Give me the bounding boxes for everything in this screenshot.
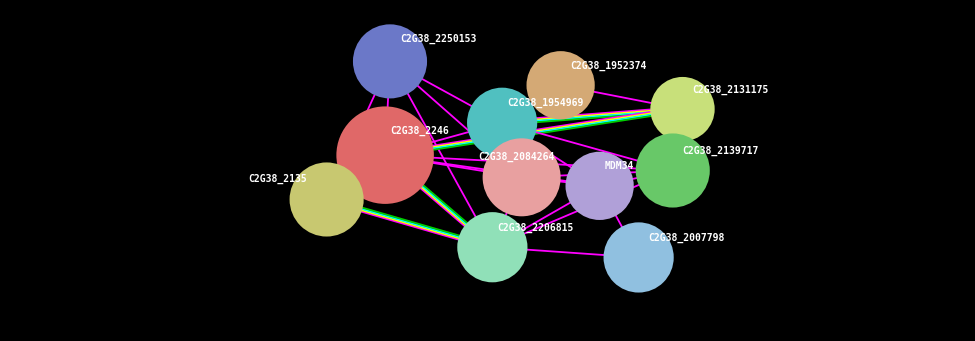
Text: C2G38_2139717: C2G38_2139717 bbox=[682, 146, 759, 156]
Ellipse shape bbox=[353, 24, 427, 99]
Ellipse shape bbox=[566, 152, 634, 220]
Text: C2G38_2246: C2G38_2246 bbox=[390, 126, 448, 136]
Text: C2G38_1954969: C2G38_1954969 bbox=[507, 98, 583, 108]
Text: C2G38_1952374: C2G38_1952374 bbox=[570, 60, 646, 71]
Ellipse shape bbox=[636, 133, 710, 208]
Text: C2G38_2007798: C2G38_2007798 bbox=[648, 233, 724, 243]
Text: C2G38_2250153: C2G38_2250153 bbox=[400, 34, 476, 44]
Text: C2G38_2084264: C2G38_2084264 bbox=[478, 152, 554, 162]
Ellipse shape bbox=[457, 212, 527, 282]
Text: MDM34: MDM34 bbox=[604, 161, 634, 171]
Ellipse shape bbox=[650, 77, 715, 141]
Text: C2G38_2135: C2G38_2135 bbox=[249, 174, 307, 184]
Text: C2G38_2131175: C2G38_2131175 bbox=[692, 85, 768, 95]
Ellipse shape bbox=[526, 51, 595, 119]
Text: C2G38_2206815: C2G38_2206815 bbox=[497, 223, 573, 233]
Ellipse shape bbox=[467, 88, 537, 158]
Ellipse shape bbox=[483, 138, 561, 216]
Ellipse shape bbox=[604, 222, 674, 293]
Ellipse shape bbox=[290, 162, 364, 237]
Ellipse shape bbox=[336, 106, 434, 204]
